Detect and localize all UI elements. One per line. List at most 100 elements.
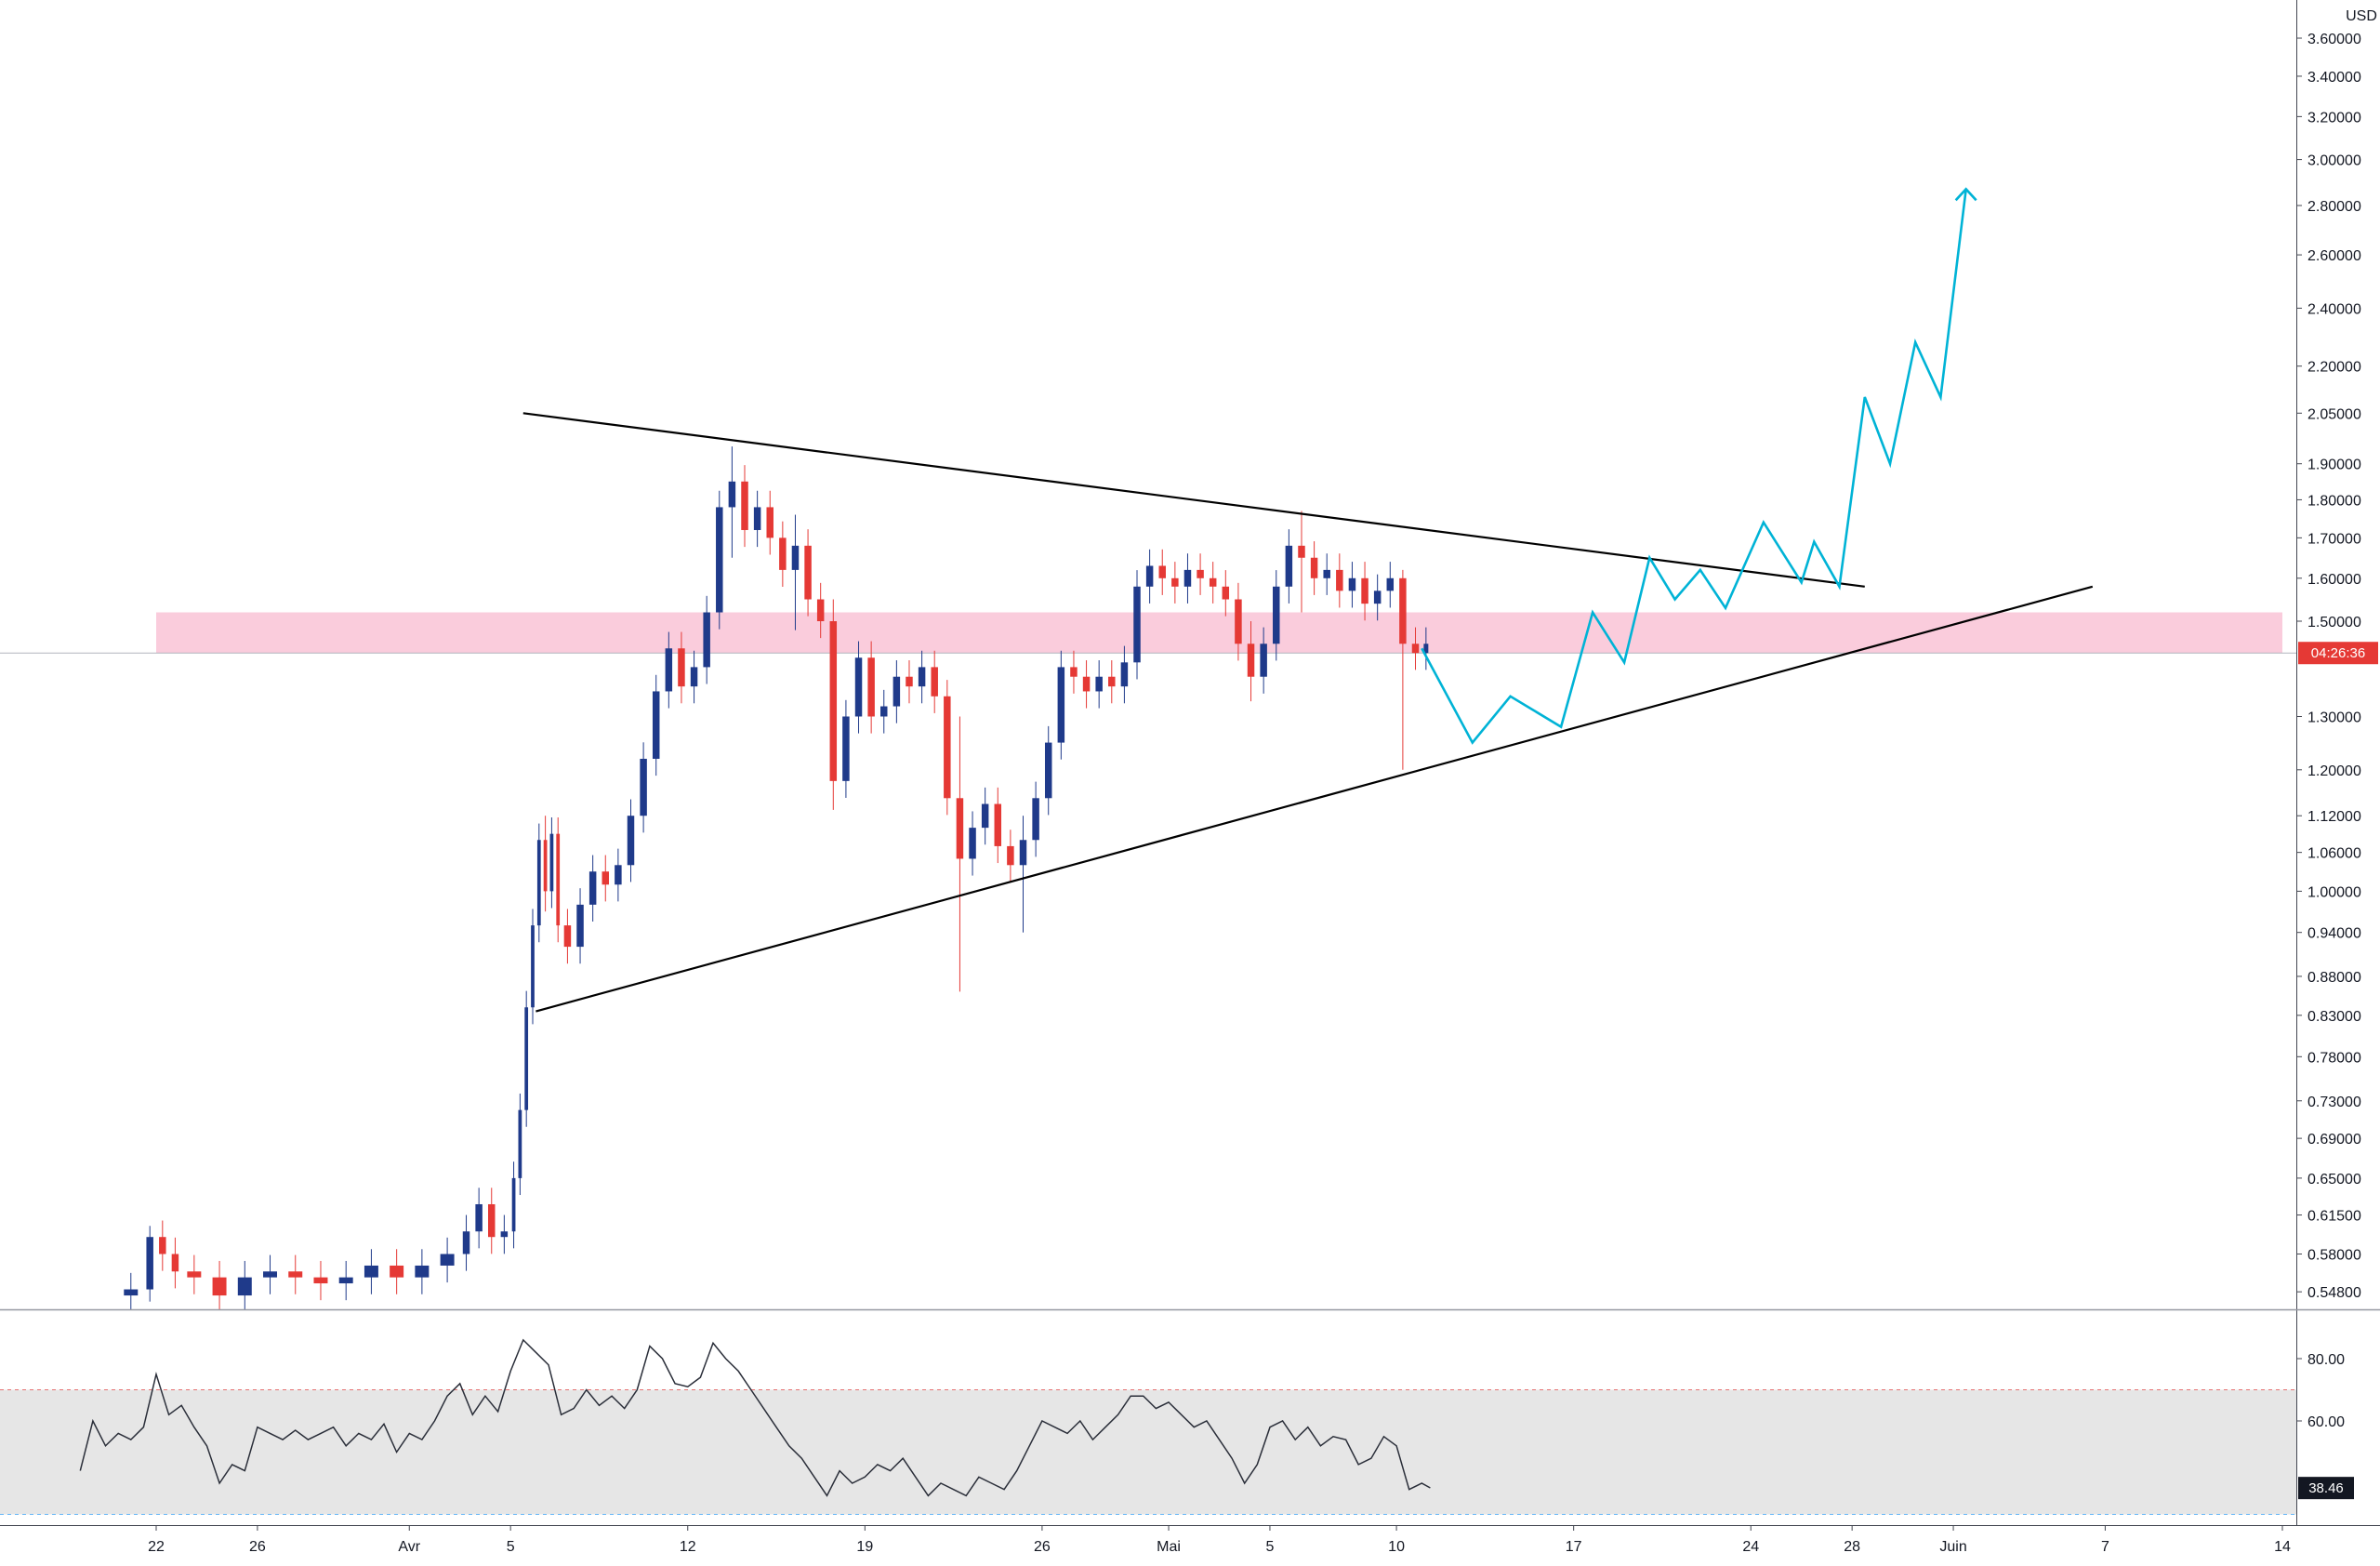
candle-body	[475, 1203, 483, 1232]
candle-body	[313, 1277, 328, 1284]
candle-body	[488, 1203, 496, 1238]
time-tick-label: 17	[1566, 1539, 1582, 1555]
candle-body	[1108, 676, 1116, 687]
candle-body	[766, 507, 774, 538]
time-tick-label: 10	[1388, 1539, 1405, 1555]
price-tick-label: 1.12000	[2307, 809, 2361, 825]
candle-body	[187, 1271, 202, 1278]
price-axis-currency: USD	[2346, 8, 2377, 24]
candle-body	[159, 1237, 166, 1254]
time-tick-label: 5	[1265, 1539, 1274, 1555]
candle-body	[288, 1271, 303, 1278]
price-tick-label: 0.58000	[2307, 1247, 2361, 1263]
candle-body	[364, 1265, 378, 1278]
time-tick-label: Mai	[1157, 1539, 1181, 1555]
candle-body	[390, 1265, 404, 1278]
price-tick-label: 3.00000	[2307, 153, 2361, 169]
candle-body	[531, 925, 535, 1008]
candle-body	[1235, 599, 1242, 644]
trendline-support[interactable]	[536, 585, 2094, 1013]
candle-body	[867, 657, 875, 717]
candle-body	[518, 1109, 522, 1178]
candle-body	[1411, 644, 1420, 654]
price-tick-label: 0.61500	[2307, 1209, 2361, 1225]
time-tick-label: 28	[1844, 1539, 1860, 1555]
price-axis[interactable]: USD 3.60000 3.40000 3.20000 3.00000 2.80000 2.…	[2296, 0, 2378, 1525]
price-pane[interactable]	[0, 187, 2296, 1312]
candle-body	[1273, 586, 1280, 644]
candle-body	[804, 545, 812, 600]
candle-body	[716, 507, 723, 613]
rsi-band	[0, 1389, 2296, 1515]
candle-body	[1361, 577, 1368, 604]
candle-body	[779, 537, 787, 570]
time-tick-label: 12	[680, 1539, 696, 1555]
candle-body	[994, 803, 1002, 846]
candle-body	[652, 691, 660, 759]
candle-body	[1133, 586, 1141, 663]
candle-body	[171, 1254, 179, 1272]
rsi-line[interactable]	[79, 1338, 1431, 1497]
candle-body	[563, 925, 572, 948]
price-tick-label: 0.73000	[2307, 1095, 2361, 1110]
time-tick-label: 24	[1742, 1539, 1759, 1555]
candle-body	[1158, 565, 1166, 578]
price-tick-label: 0.78000	[2307, 1050, 2361, 1066]
candle-body	[237, 1277, 252, 1296]
price-tick-label: 3.60000	[2307, 32, 2361, 47]
candle-body	[1019, 840, 1027, 866]
time-tick-label: 5	[507, 1539, 515, 1555]
candle-body	[931, 667, 938, 697]
price-tick-label: 2.80000	[2307, 199, 2361, 215]
candle-body	[1057, 667, 1065, 743]
time-tick-label: 22	[148, 1539, 165, 1555]
candle-body	[124, 1289, 139, 1296]
candle-body	[1222, 586, 1230, 600]
projection-arrowhead	[1954, 187, 1977, 202]
candle-body	[1336, 569, 1343, 591]
candle-body	[440, 1254, 455, 1266]
candle-body	[816, 599, 825, 621]
candle-body	[543, 840, 548, 892]
candle-body	[1032, 798, 1039, 841]
price-tick-label: 1.70000	[2307, 531, 2361, 547]
candle-body	[1298, 545, 1305, 558]
price-tick-label: 1.06000	[2307, 846, 2361, 862]
trendline-resistance[interactable]	[522, 412, 1865, 588]
candle-body	[842, 716, 850, 781]
projection-path[interactable]	[1421, 189, 1967, 745]
demand-zone	[156, 612, 2282, 654]
candle-body	[1145, 565, 1154, 587]
candle-body	[212, 1277, 227, 1296]
rsi-pane[interactable]	[0, 1338, 2296, 1515]
candle-body	[1070, 667, 1078, 677]
countdown-label: 04:26:36	[2311, 645, 2365, 661]
time-tick-label: Juin	[1939, 1539, 1966, 1555]
rsi-axis[interactable]: 80.00 60.00 38.46	[2296, 1352, 2354, 1500]
candle-body	[969, 828, 976, 859]
candle-body	[511, 1177, 516, 1232]
candle-body	[690, 667, 698, 687]
candle-body	[1007, 845, 1014, 866]
candle-body	[854, 657, 863, 717]
candle-body	[549, 833, 554, 892]
rsi-tick-label: 80.00	[2307, 1352, 2345, 1368]
candle-body	[338, 1277, 353, 1284]
price-tick-label: 0.88000	[2307, 970, 2361, 986]
candle-body	[1197, 569, 1204, 578]
candle-body	[615, 865, 622, 885]
rsi-value-label: 38.46	[2308, 1480, 2344, 1496]
price-tick-label: 0.65000	[2307, 1172, 2361, 1188]
candle-body	[981, 803, 989, 829]
time-axis[interactable]: 22 26 Avr 5 12 19 26 Mai 5 10 17 24 28 Juin 7 14	[0, 1525, 2380, 1555]
candle-body	[944, 696, 951, 799]
candle-body	[1247, 644, 1255, 677]
candle-body	[1399, 577, 1407, 644]
rsi-value-badge	[2298, 1477, 2354, 1500]
candle-body	[1285, 545, 1293, 587]
candle-body	[588, 871, 597, 905]
candle-body	[918, 667, 926, 687]
candle-body	[728, 481, 736, 508]
candle-body	[1373, 591, 1382, 604]
